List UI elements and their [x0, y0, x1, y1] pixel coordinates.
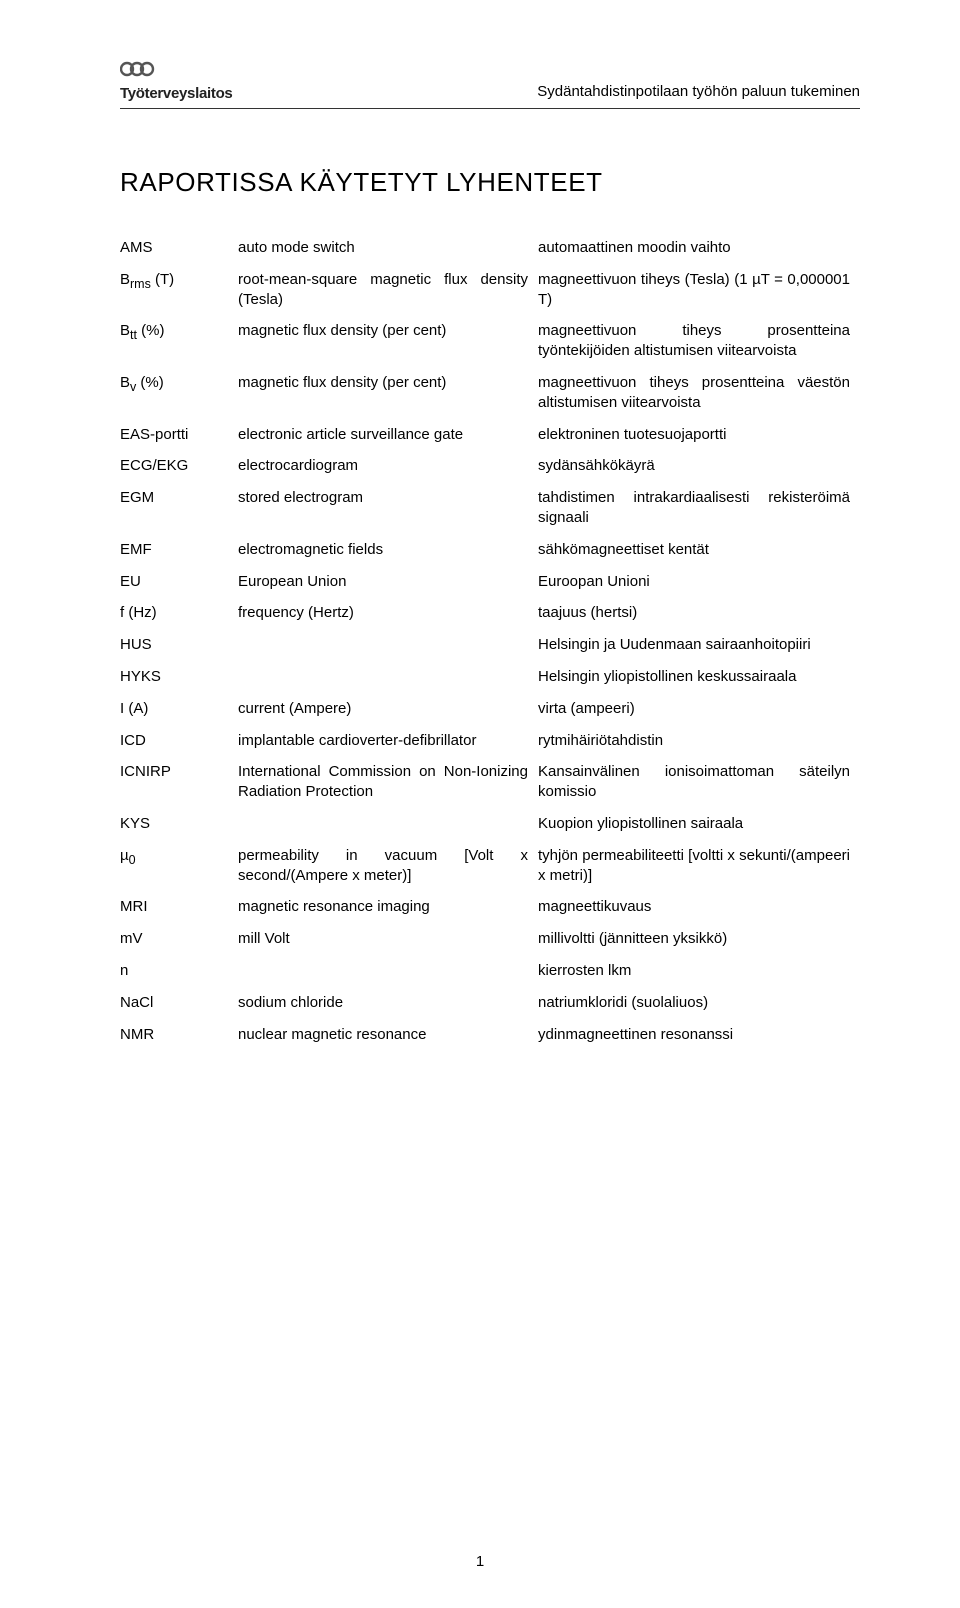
table-row: Btt (%)magnetic flux density (per cent)m… [120, 315, 860, 367]
table-row: NaClsodium chloridenatriumkloridi (suola… [120, 987, 860, 1019]
table-row: NMRnuclear magnetic resonanceydinmagneet… [120, 1019, 860, 1051]
abbr-cell: EGM [120, 482, 238, 534]
en-cell: sodium chloride [238, 987, 538, 1019]
abbr-cell: f (Hz) [120, 597, 238, 629]
brand-block: Työterveyslaitos [120, 60, 232, 102]
en-cell: electromagnetic fields [238, 534, 538, 566]
abbr-cell: MRI [120, 891, 238, 923]
table-row: EMFelectromagnetic fieldssähkömagneettis… [120, 534, 860, 566]
en-cell: magnetic flux density (per cent) [238, 315, 538, 367]
fi-cell: magneettivuon tiheys prosentteina työnte… [538, 315, 860, 367]
fi-cell: natriumkloridi (suolaliuos) [538, 987, 860, 1019]
table-row: n kierrosten lkm [120, 955, 860, 987]
fi-cell: elektroninen tuotesuojaportti [538, 419, 860, 451]
table-row: Bv (%)magnetic flux density (per cent)ma… [120, 367, 860, 419]
abbr-cell: mV [120, 923, 238, 955]
page-header: Työterveyslaitos Sydäntahdistinpotilaan … [120, 60, 860, 109]
abbr-cell: µ0 [120, 840, 238, 892]
fi-cell: Kansainvälinen ionisoimattoman säteilyn … [538, 756, 860, 808]
table-row: EAS-porttielectronic article surveillanc… [120, 419, 860, 451]
table-row: mVmill Voltmillivoltti (jännitteen yksik… [120, 923, 860, 955]
abbr-cell: EU [120, 566, 238, 598]
table-row: MRImagnetic resonance imagingmagneettiku… [120, 891, 860, 923]
table-row: ECG/EKGelectrocardiogramsydänsähkökäyrä [120, 450, 860, 482]
abbr-cell: NMR [120, 1019, 238, 1051]
brand-icon [120, 60, 156, 83]
fi-cell: sähkömagneettiset kentät [538, 534, 860, 566]
table-row: EUEuropean UnionEuroopan Unioni [120, 566, 860, 598]
fi-cell: Euroopan Unioni [538, 566, 860, 598]
table-row: ICNIRPInternational Commission on Non-Io… [120, 756, 860, 808]
table-row: KYS Kuopion yliopistollinen sairaala [120, 808, 860, 840]
en-cell: permeability in vacuum [Volt x second/(A… [238, 840, 538, 892]
abbr-cell: HUS [120, 629, 238, 661]
en-cell: electrocardiogram [238, 450, 538, 482]
en-cell: International Commission on Non-Ionizing… [238, 756, 538, 808]
table-row: HYKS Helsingin yliopistollinen keskussair… [120, 661, 860, 693]
table-row: Brms (T)root-mean-square magnetic flux d… [120, 264, 860, 316]
en-cell: electronic article surveillance gate [238, 419, 538, 451]
fi-cell: ydinmagneettinen resonanssi [538, 1019, 860, 1051]
abbr-cell: Brms (T) [120, 264, 238, 316]
fi-cell: magneettikuvaus [538, 891, 860, 923]
en-cell [238, 955, 538, 987]
fi-cell: tahdistimen intrakardiaalisesti rekister… [538, 482, 860, 534]
table-row: ICDimplantable cardioverter-defibrillato… [120, 725, 860, 757]
fi-cell: Helsingin ja Uudenmaan sairaanhoitopiiri [538, 629, 860, 661]
fi-cell: tyhjön permeabiliteetti [voltti x sekunt… [538, 840, 860, 892]
abbr-cell: Bv (%) [120, 367, 238, 419]
table-row: HUS Helsingin ja Uudenmaan sairaanhoitopi… [120, 629, 860, 661]
abbr-cell: Btt (%) [120, 315, 238, 367]
table-row: EGMstored electrogramtahdistimen intraka… [120, 482, 860, 534]
fi-cell: magneettivuon tiheys (Tesla) (1 µT = 0,0… [538, 264, 860, 316]
table-row: f (Hz)frequency (Hertz)taajuus (hertsi) [120, 597, 860, 629]
en-cell: implantable cardioverter-defibrillator [238, 725, 538, 757]
en-cell [238, 629, 538, 661]
en-cell: magnetic flux density (per cent) [238, 367, 538, 419]
fi-cell: kierrosten lkm [538, 955, 860, 987]
brand-text: Työterveyslaitos [120, 85, 232, 102]
page-number: 1 [0, 1553, 960, 1570]
table-row: µ0permeability in vacuum [Volt x second/… [120, 840, 860, 892]
fi-cell: Helsingin yliopistollinen keskussairaala [538, 661, 860, 693]
en-cell: auto mode switch [238, 232, 538, 264]
fi-cell: virta (ampeeri) [538, 693, 860, 725]
abbr-cell: NaCl [120, 987, 238, 1019]
table-row: I (A)current (Ampere)virta (ampeeri) [120, 693, 860, 725]
fi-cell: rytmihäiriötahdistin [538, 725, 860, 757]
fi-cell: magneettivuon tiheys prosentteina väestö… [538, 367, 860, 419]
en-cell [238, 808, 538, 840]
abbr-cell: ECG/EKG [120, 450, 238, 482]
abbr-cell: KYS [120, 808, 238, 840]
abbreviations-table: AMSauto mode switchautomaattinen moodin … [120, 232, 860, 1050]
abbr-cell: I (A) [120, 693, 238, 725]
fi-cell: sydänsähkökäyrä [538, 450, 860, 482]
en-cell: magnetic resonance imaging [238, 891, 538, 923]
fi-cell: Kuopion yliopistollinen sairaala [538, 808, 860, 840]
abbr-cell: n [120, 955, 238, 987]
fi-cell: taajuus (hertsi) [538, 597, 860, 629]
abbr-cell: ICD [120, 725, 238, 757]
table-row: AMSauto mode switchautomaattinen moodin … [120, 232, 860, 264]
en-cell: European Union [238, 566, 538, 598]
header-right-text: Sydäntahdistinpotilaan työhön paluun tuk… [537, 83, 860, 102]
en-cell: root-mean-square magnetic flux density (… [238, 264, 538, 316]
fi-cell: millivoltti (jännitteen yksikkö) [538, 923, 860, 955]
en-cell [238, 661, 538, 693]
en-cell: current (Ampere) [238, 693, 538, 725]
en-cell: frequency (Hertz) [238, 597, 538, 629]
abbr-cell: EAS-portti [120, 419, 238, 451]
fi-cell: automaattinen moodin vaihto [538, 232, 860, 264]
en-cell: nuclear magnetic resonance [238, 1019, 538, 1051]
abbr-cell: AMS [120, 232, 238, 264]
abbr-cell: HYKS [120, 661, 238, 693]
abbr-cell: EMF [120, 534, 238, 566]
en-cell: mill Volt [238, 923, 538, 955]
abbr-cell: ICNIRP [120, 756, 238, 808]
en-cell: stored electrogram [238, 482, 538, 534]
page-title: RAPORTISSA KÄYTETYT LYHENTEET [120, 167, 860, 198]
